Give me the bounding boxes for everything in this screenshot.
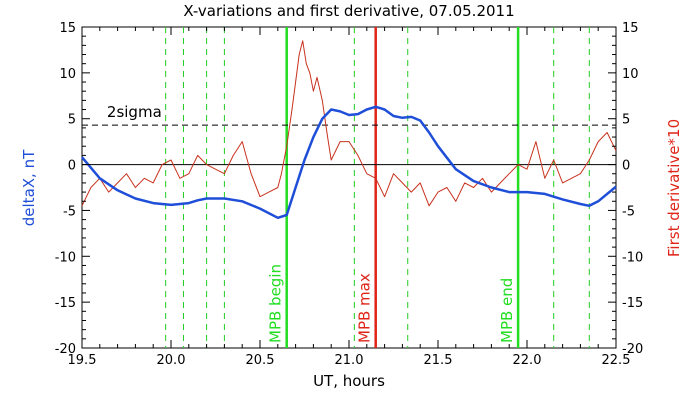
series-lines <box>81 40 617 220</box>
x-tick-label: 19.5 <box>68 353 97 368</box>
y-right-tick-label: 5 <box>622 113 630 128</box>
sigma-label: 2sigma <box>107 103 162 121</box>
mpb-max-label: MPB max <box>356 273 374 343</box>
y-left-tick-label: 15 <box>59 21 76 36</box>
x-tick-label: 22.0 <box>513 353 542 368</box>
x-tick-label: 20.0 <box>157 353 186 368</box>
plot-frame <box>81 26 617 349</box>
axis-ticks: 19.5 20.0 20.5 21.0 21.5 22.0 22.5 15 10 5 0 -5 -10 -… <box>55 21 643 368</box>
annotations: 2sigma MPB begin MPB max MPB end <box>107 103 516 343</box>
y-right-tick-label: -20 <box>622 342 643 357</box>
horizontal-lines <box>82 124 616 166</box>
y-left-tick-label: 5 <box>68 113 76 128</box>
y-left-tick-label: -10 <box>55 250 76 265</box>
vertical-lines <box>165 27 590 348</box>
mpb-boundary-label: MPB begin <box>267 264 285 343</box>
deltax-series-line <box>81 105 617 220</box>
x-axis-label: UT, hours <box>313 372 385 390</box>
y-right-tick-label: 0 <box>622 159 630 174</box>
y-right-tick-label: -10 <box>622 250 643 265</box>
derivative-series-line <box>81 40 617 207</box>
y-right-tick-label: -5 <box>622 204 635 219</box>
mpb-boundary-label: MPB end <box>498 278 516 343</box>
x-tick-label: 22.5 <box>602 353 631 368</box>
y-left-tick-label: 10 <box>59 67 76 82</box>
y-right-tick-label: 15 <box>622 21 639 36</box>
x-tick-label: 20.5 <box>246 353 275 368</box>
y-axis-right-label: First derivative*10 <box>665 119 683 257</box>
x-tick-label: 21.0 <box>335 353 364 368</box>
y-right-tick-label: -15 <box>622 296 643 311</box>
y-left-tick-label: -5 <box>63 204 76 219</box>
chart-title: X-variations and first derivative, 07.05… <box>183 2 514 20</box>
x-tick-label: 21.5 <box>424 353 453 368</box>
y-left-tick-label: -15 <box>55 296 76 311</box>
y-axis-left-label: deltaX, nT <box>20 149 38 226</box>
y-left-tick-label: -20 <box>55 342 76 357</box>
y-right-tick-label: 10 <box>622 67 639 82</box>
y-left-tick-label: 0 <box>68 159 76 174</box>
